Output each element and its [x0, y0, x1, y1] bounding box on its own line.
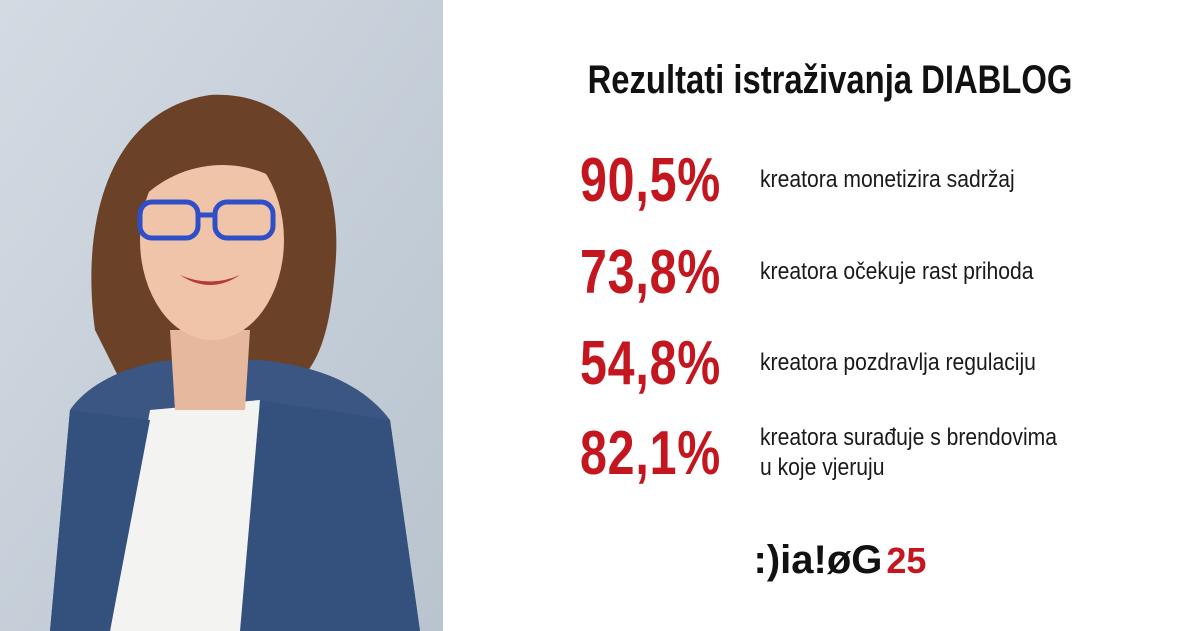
stat-text: kreatora pozdravlja regulaciju [760, 348, 1036, 378]
stat-text-line: kreatora očekuje rast prihoda [760, 258, 1034, 285]
logo: :)ia!øG 25 [720, 538, 960, 583]
stat-row: 82,1% kreatora surađuje s brendovima u koj… [580, 413, 1098, 493]
stat-text-line: kreatora surađuje s brendovima [760, 424, 1058, 451]
stat-row: 90,5% kreatora monetizira sadržaj [580, 140, 1049, 220]
logo-edition: 25 [886, 540, 927, 581]
stat-text: kreatora očekuje rast prihoda [760, 257, 1034, 287]
stat-text-line: u koje vjeruju [760, 454, 885, 481]
stat-text: kreatora monetizira sadržaj [760, 165, 1015, 195]
stat-figure: 73,8% [580, 237, 722, 307]
stat-figure: 54,8% [580, 328, 722, 398]
stat-figure: 90,5% [580, 145, 722, 215]
title: Rezultati istraživanja DIABLOG [587, 58, 1073, 102]
stat-text-line: kreatora pozdravlja regulaciju [760, 349, 1036, 376]
stat-row: 73,8% kreatora očekuje rast prihoda [580, 232, 1071, 312]
portrait-photo [0, 0, 443, 631]
stat-text: kreatora surađuje s brendovima u koje vje… [760, 423, 1057, 483]
stat-text-line: kreatora monetizira sadržaj [760, 166, 1015, 193]
stat-row: 54,8% kreatora pozdravlja regulaciju [580, 323, 1074, 403]
logo-brand: :)ia!øG [753, 538, 883, 582]
stat-figure: 82,1% [580, 418, 722, 488]
